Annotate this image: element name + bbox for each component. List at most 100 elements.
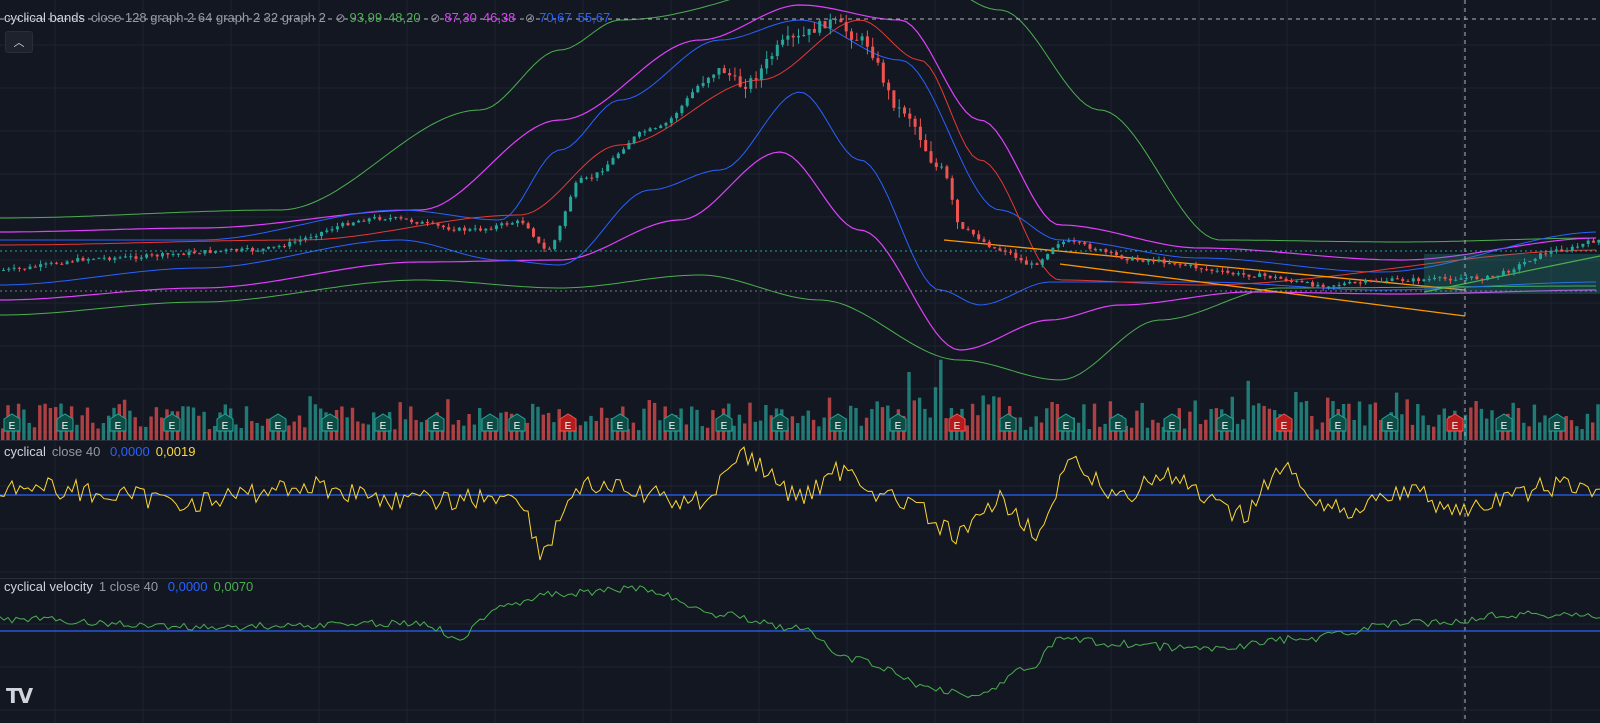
earnings-badge[interactable]: E: [269, 413, 287, 432]
candle-body: [1146, 260, 1150, 262]
velocity-pane[interactable]: cyclical velocity 1 close 40 0,0000 0,0070: [0, 578, 1600, 723]
volume-bar: [271, 430, 275, 440]
tradingview-logo[interactable]: TV: [6, 684, 33, 708]
earnings-badge[interactable]: E: [611, 413, 629, 432]
earnings-badge[interactable]: E: [56, 413, 74, 432]
candle-body: [680, 105, 684, 114]
price-pane[interactable]: E E E E E E E E E E E E E E E E E E E E E E E E E E E E E E cyclical …: [0, 0, 1600, 440]
candle-body: [1263, 273, 1267, 276]
candle-body: [1125, 258, 1129, 261]
earnings-badge-label: E: [1554, 421, 1561, 432]
earnings-badge[interactable]: E: [1163, 413, 1181, 432]
candle-body: [1353, 281, 1357, 283]
earnings-badge-label: E: [1387, 421, 1394, 432]
volume-bar: [970, 403, 975, 440]
bands-indicator-name[interactable]: cyclical bands: [4, 10, 85, 25]
earnings-badge[interactable]: E: [1109, 413, 1127, 432]
candle-body: [1205, 269, 1209, 271]
earnings-badge[interactable]: E: [1548, 413, 1566, 432]
earnings-badge[interactable]: E: [427, 413, 445, 432]
candle-body: [288, 241, 292, 247]
candle-body: [627, 142, 631, 150]
candle-body: [828, 19, 832, 29]
volume-bar: [356, 421, 360, 440]
bands-legend: cyclical bands close 128 graph 2 64 graph…: [4, 10, 616, 26]
volume-bar: [1368, 404, 1372, 440]
eye-icon[interactable]: ⊘: [430, 11, 441, 25]
earnings-badge[interactable]: E: [715, 413, 733, 432]
volume-bar: [1575, 426, 1579, 440]
volume-bar: [525, 422, 530, 440]
earnings-badge[interactable]: E: [1057, 413, 1075, 432]
earnings-badge-label: E: [327, 421, 334, 432]
earnings-badge[interactable]: E: [1275, 413, 1293, 432]
velocity-current-value: 0,0070: [213, 579, 254, 594]
candle-body: [600, 171, 604, 173]
volume-bar: [366, 424, 371, 440]
candle-body: [1178, 264, 1182, 266]
earnings-badge[interactable]: E: [321, 413, 339, 432]
candle-body: [850, 31, 853, 40]
collapse-legend-button[interactable]: ︿: [5, 31, 33, 53]
candle-body: [357, 220, 361, 223]
candle-body: [547, 248, 551, 250]
candle-body: [1014, 252, 1018, 258]
candle-body: [574, 182, 578, 197]
volume-bar: [1548, 424, 1552, 440]
earnings-badge[interactable]: E: [1381, 413, 1399, 432]
earnings-badge[interactable]: E: [109, 413, 127, 432]
earnings-badge-label: E: [380, 421, 387, 432]
earnings-badge[interactable]: E: [216, 413, 234, 432]
earnings-badge[interactable]: E: [829, 413, 847, 432]
volume-bar: [817, 426, 821, 440]
candle-body: [521, 220, 525, 224]
cyclical-indicator-args: close 40: [51, 444, 101, 459]
eye-icon[interactable]: ⊘: [335, 11, 346, 25]
candle-body: [765, 58, 769, 69]
cyclical-pane[interactable]: cyclical close 40 0,0000 0,0019: [0, 440, 1600, 579]
candle-body: [971, 229, 975, 235]
cyclical-line: [0, 446, 1600, 561]
earnings-badge[interactable]: E: [508, 413, 526, 432]
candle-body: [934, 162, 938, 167]
earnings-badge[interactable]: E: [559, 413, 577, 432]
candle-body: [998, 248, 1002, 251]
candle-body: [505, 223, 509, 225]
candle-body: [659, 125, 663, 129]
candle-body: [494, 225, 498, 230]
candle-body: [860, 36, 864, 41]
earnings-badge[interactable]: E: [948, 413, 966, 432]
earnings-badge[interactable]: E: [374, 413, 392, 432]
volume-bar: [361, 423, 365, 440]
earnings-badge-shape: [481, 413, 499, 432]
earnings-badge[interactable]: E: [1216, 413, 1234, 432]
earnings-badge[interactable]: E: [999, 413, 1017, 432]
volume-bar: [859, 425, 863, 440]
earnings-badge[interactable]: E: [163, 413, 181, 432]
volume-bar: [414, 419, 418, 440]
earnings-badge[interactable]: E: [771, 413, 789, 432]
earnings-badge[interactable]: E: [1329, 413, 1347, 432]
earnings-badge-shape: [559, 413, 577, 432]
volume-bar: [1039, 422, 1044, 440]
candle-body: [1496, 275, 1500, 277]
earnings-badge[interactable]: E: [3, 413, 21, 432]
candle-body: [1115, 252, 1118, 256]
earnings-badge[interactable]: E: [1446, 413, 1464, 432]
volume-bar: [690, 406, 694, 440]
velocity-chart-canvas[interactable]: [0, 579, 1600, 723]
volume-bar: [1320, 422, 1325, 440]
cyclical-chart-canvas[interactable]: [0, 441, 1600, 579]
earnings-badge[interactable]: E: [889, 413, 907, 432]
eye-icon[interactable]: ⊘: [525, 11, 536, 25]
earnings-badge[interactable]: E: [663, 413, 681, 432]
velocity-indicator-name[interactable]: cyclical velocity: [4, 579, 93, 594]
earnings-badge-shape: [663, 413, 681, 432]
volume-bar: [1140, 402, 1144, 440]
earnings-badge[interactable]: E: [481, 413, 499, 432]
earnings-badge[interactable]: E: [1495, 413, 1513, 432]
candle-body: [277, 246, 281, 248]
volume-bar: [1251, 405, 1256, 440]
cyclical-indicator-name[interactable]: cyclical: [4, 444, 46, 459]
